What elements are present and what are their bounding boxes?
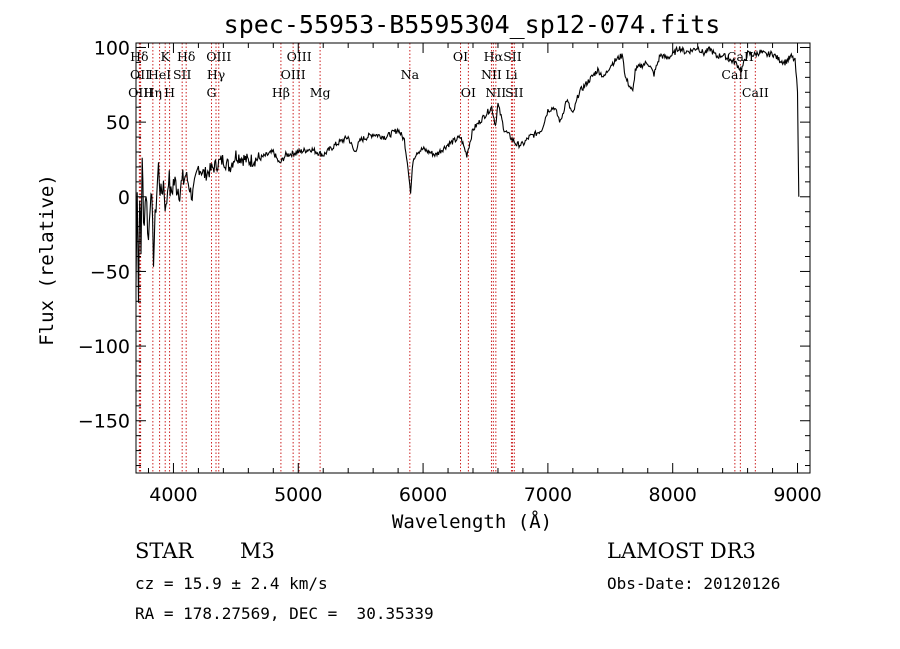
obs-date: Obs-Date: 20120126 [607,574,781,593]
y-axis-label: Flux (relative) [36,174,58,346]
line-marker-label: NII [485,85,506,100]
object-subclass: M3 [240,539,275,563]
x-tick-label: 8000 [649,484,697,506]
line-marker-label: OIII [287,49,312,64]
line-marker-label: Hβ [272,85,290,100]
x-tick-label: 9000 [773,484,821,506]
line-marker-label: Na [401,67,420,82]
line-marker-label: G [207,85,217,100]
line-marker-label: K [161,49,171,64]
x-tick-label: 6000 [399,484,447,506]
line-marker-label: Hγ [207,67,225,82]
line-marker-label: SII [505,85,524,100]
line-marker-label: NII [481,67,502,82]
y-tick-label: 100 [94,37,130,59]
line-marker-label: SII [173,67,192,82]
x-tick-label: 4000 [149,484,197,506]
line-marker-label: Hη [144,85,162,100]
line-marker-label: Li [505,67,517,82]
line-marker-label: Hδ [130,49,148,64]
line-marker-label: SII [503,49,522,64]
line-marker-label: CaII [721,67,748,82]
line-marker-label: OIII [206,49,231,64]
object-class: STAR [135,539,194,563]
line-marker-label: Hα [484,49,504,64]
axis-tick-labels: 4000 5000 6000 7000 8000 9000 −150 −100 −50 0 50 10… [78,37,822,506]
y-tick-label: 0 [118,187,130,209]
axis-ticks [136,43,810,473]
y-tick-label: −100 [78,336,130,358]
line-marker-label: OIII [281,67,306,82]
survey-name: LAMOST DR3 [607,539,756,563]
x-tick-label: 7000 [524,484,572,506]
x-tick-label: 5000 [274,484,322,506]
line-marker-label: OII [130,67,150,82]
y-tick-label: −150 [78,411,130,433]
line-marker-label: Mg [310,85,331,100]
line-marker-label: Hδ [177,49,195,64]
y-tick-label: −50 [90,261,130,283]
redshift-cz: cz = 15.9 ± 2.4 km/s [135,574,328,593]
x-axis-label: Wavelength (Å) [392,510,552,533]
line-marker-label: H [164,85,175,100]
chart-title: spec-55953-B5595304_sp12-074.fits [224,10,721,39]
line-marker-label: OI [453,49,468,64]
line-marker-layer [138,43,756,473]
coordinates: RA = 178.27569, DEC = 30.35339 [135,604,434,623]
plot-frame [135,42,811,474]
spectrum-line [135,45,800,303]
line-marker-label: HeI [148,67,171,82]
y-tick-label: 50 [106,112,130,134]
line-marker-label: OI [461,85,476,100]
line-marker-label: CaII [742,85,769,100]
